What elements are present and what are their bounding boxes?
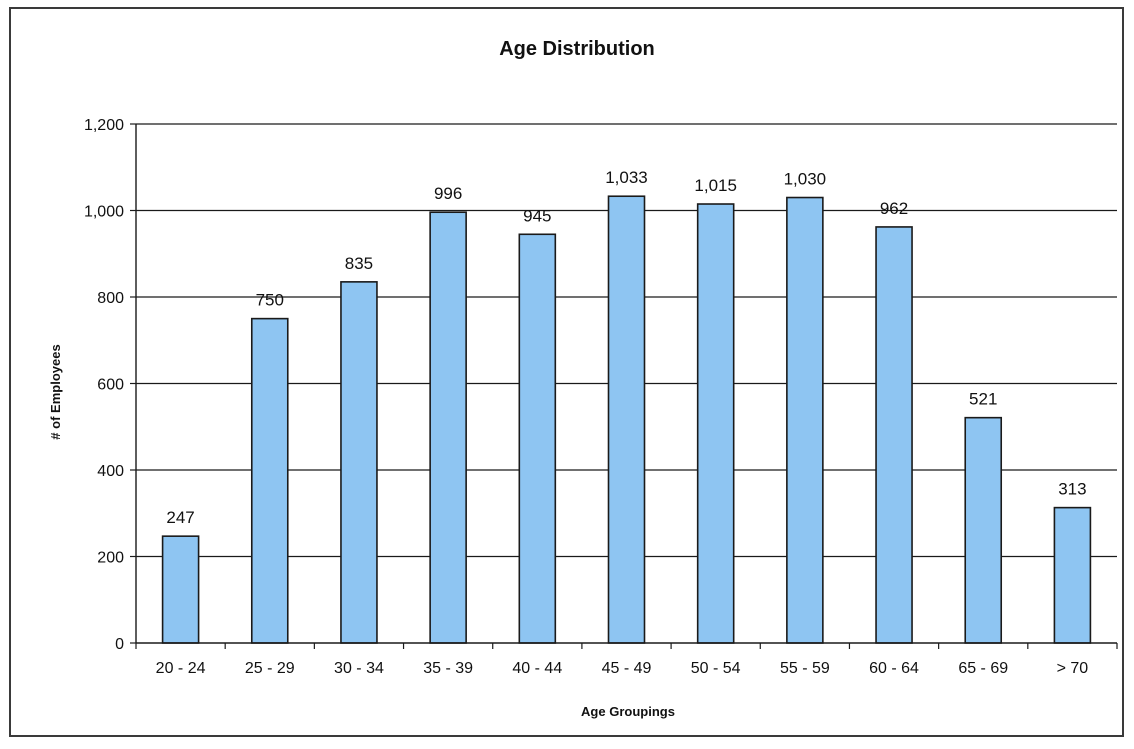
x-tick-label: 30 - 34 — [334, 660, 384, 677]
data-label: 962 — [880, 199, 908, 218]
bar-40-44 — [518, 233, 557, 644]
data-labels: 247 750 835 996 945 1,033 1,015 1,030 962 521 313 — [166, 168, 1086, 527]
x-tick-label: 35 - 39 — [423, 660, 473, 677]
x-tick-label: 20 - 24 — [156, 660, 206, 677]
x-tick-label: 45 - 49 — [602, 660, 652, 677]
data-label: 247 — [166, 508, 194, 527]
data-label: 1,033 — [605, 168, 648, 187]
chart-title: Age Distribution — [499, 38, 655, 60]
data-label: 521 — [969, 390, 997, 409]
x-tick-label: 40 - 44 — [512, 660, 562, 677]
y-tick-label: 400 — [97, 463, 124, 480]
bar-50-54 — [696, 203, 735, 644]
x-tick-label: 55 - 59 — [780, 660, 830, 677]
x-tick-label: 50 - 54 — [691, 660, 741, 677]
bar-65-69 — [964, 416, 1003, 644]
y-tick-label: 800 — [97, 290, 124, 307]
x-tick-label: 60 - 64 — [869, 660, 919, 677]
bar-60-64 — [875, 226, 913, 644]
y-tick-label: 600 — [97, 377, 124, 394]
data-label: 835 — [345, 254, 373, 273]
bar-45-49 — [607, 195, 646, 644]
bar-55-59 — [786, 196, 824, 644]
x-tick-label: > 70 — [1057, 660, 1089, 677]
data-label: 1,030 — [784, 170, 827, 189]
y-tick-label: 1,200 — [84, 117, 124, 134]
data-label: 945 — [523, 206, 551, 225]
y-tick-label: 0 — [115, 636, 124, 653]
data-label: 996 — [434, 184, 462, 203]
bar-chart: Age Distribution 0 200 400 600 800 1,000 1,200… — [48, 38, 1118, 719]
x-tick-label: 65 - 69 — [958, 660, 1008, 677]
bar-25-29 — [250, 317, 289, 644]
data-label: 750 — [256, 291, 284, 310]
bar-30-34 — [340, 281, 378, 644]
y-tick-label: 200 — [97, 550, 124, 567]
x-axis-title: Age Groupings — [581, 704, 675, 719]
x-tick-label: 25 - 29 — [245, 660, 295, 677]
bar-70 — [1053, 506, 1092, 644]
x-axis-ticks: 20 - 24 25 - 29 30 - 34 35 - 39 40 - 44 45 - … — [135, 643, 1118, 677]
bars — [161, 195, 1092, 644]
y-tick-label: 1,000 — [84, 204, 124, 221]
bar-35-39 — [429, 211, 467, 644]
data-label: 313 — [1058, 480, 1086, 499]
y-axis-ticks: 0 200 400 600 800 1,000 1,200 — [84, 117, 136, 653]
data-label: 1,015 — [694, 176, 737, 195]
bar-20-24 — [161, 535, 200, 644]
chart-frame: Age Distribution 0 200 400 600 800 1,000 1,200… — [9, 7, 1124, 737]
axes — [135, 124, 1117, 644]
y-axis-title: # of Employees — [48, 344, 63, 439]
